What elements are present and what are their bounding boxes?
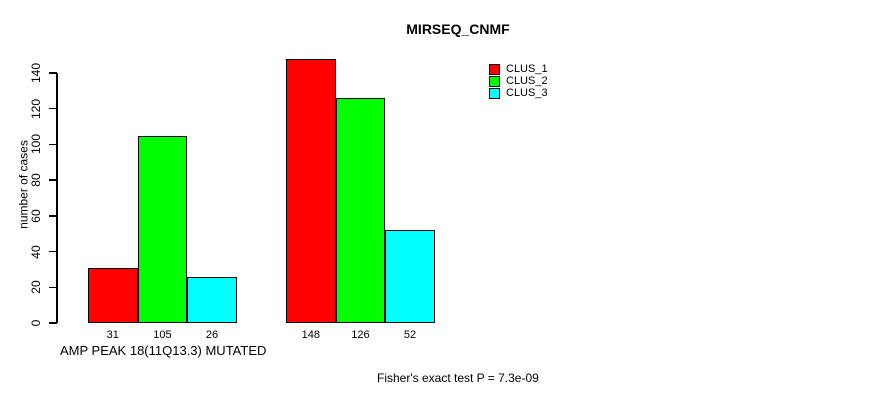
y-tick-label: 40 (29, 244, 43, 259)
y-tick-mark (49, 215, 57, 217)
bar-clus_1-group2 (286, 58, 336, 323)
y-axis-line (56, 73, 58, 323)
y-tick-label: 100 (29, 134, 43, 155)
y-tick-label: 120 (29, 98, 43, 119)
legend-swatch-icon (489, 75, 500, 87)
bar-clus_3-group2 (385, 230, 435, 323)
bar-value-label: 105 (153, 329, 172, 341)
legend-item-clus_1: CLUS_1 (489, 63, 548, 75)
y-tick-mark (49, 250, 57, 253)
legend: CLUS_1 CLUS_2 CLUS_3 (489, 63, 548, 100)
bar-value-label: 126 (351, 329, 370, 341)
legend-label: CLUS_1 (506, 62, 548, 75)
y-tick-mark (49, 143, 57, 146)
y-tick-mark (49, 107, 57, 110)
y-tick-mark (49, 286, 57, 289)
bar-value-label: 26 (205, 329, 219, 341)
y-tick-label: 60 (29, 209, 43, 223)
legend-item-clus_2: CLUS_2 (489, 75, 548, 87)
legend-swatch-icon (489, 63, 500, 75)
fisher-test-annotation: Fisher's exact test P = 7.3e-09 (377, 371, 539, 385)
y-tick-label: 80 (29, 173, 43, 187)
legend-label: CLUS_3 (506, 87, 548, 100)
bar-clus_3-group1 (187, 276, 237, 323)
y-tick-label: 0 (29, 319, 43, 327)
y-tick-label: 140 (29, 62, 43, 84)
y-tick-mark (49, 322, 57, 324)
y-tick-mark (49, 72, 57, 74)
x-axis-label: AMP PEAK 18(11Q13.3) MUTATED (60, 343, 267, 358)
y-tick-mark (49, 179, 57, 181)
bar-value-label: 52 (403, 329, 417, 341)
bar-value-label: 31 (106, 329, 119, 341)
y-tick-label: 20 (29, 280, 43, 294)
legend-item-clus_3: CLUS_3 (489, 88, 548, 100)
chart-title: MIRSEQ_CNMF (406, 21, 510, 37)
bar-clus_1-group1 (88, 267, 138, 323)
bar-value-label: 148 (301, 329, 320, 341)
legend-label: CLUS_2 (506, 74, 548, 87)
legend-swatch-icon (489, 88, 500, 100)
bar-clus_2-group1 (137, 135, 188, 323)
bar-clus_2-group2 (335, 98, 386, 323)
